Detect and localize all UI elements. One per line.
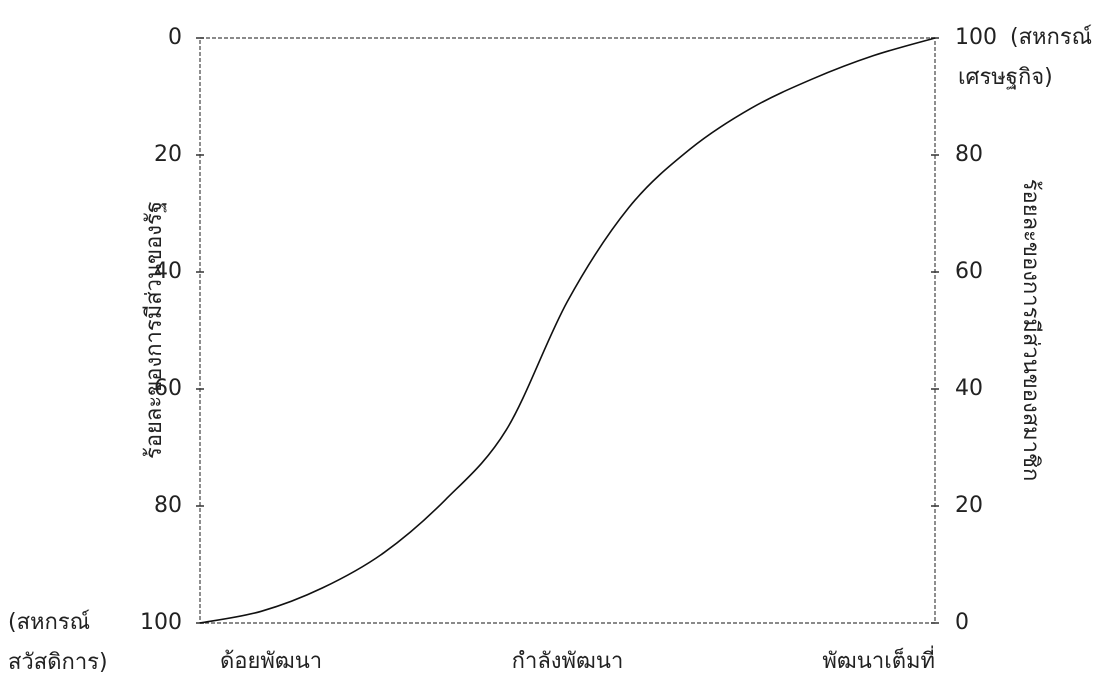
right-note: เศรษฐกิจ): [958, 65, 1053, 90]
y2-tick-label: 20: [955, 493, 983, 518]
curve: [199, 37, 936, 624]
y-tick-label: 40: [154, 259, 182, 284]
y-tick-label: 100: [140, 610, 182, 635]
y2-tick-label: 80: [955, 142, 983, 167]
y-axis-label: ร้อยละของการมีส่วนของรัฐ: [142, 201, 167, 459]
y-tick-label: 20: [154, 142, 182, 167]
y2-tick-label: 60: [955, 259, 983, 284]
left-note: (สหกรณ์: [8, 610, 90, 635]
y-tick-label: 0: [168, 25, 182, 50]
left-note: สวัสดิการ): [8, 650, 108, 675]
right-note: (สหกรณ์: [1010, 25, 1092, 50]
plot-frame: [199, 37, 936, 624]
y2-tick-label: 0: [955, 610, 969, 635]
y2-tick-label: 40: [955, 376, 983, 401]
y-tick-label: 60: [154, 376, 182, 401]
x-tick-label: ด้อยพัฒนา: [220, 649, 322, 674]
x-tick-label: กำลังพัฒนา: [512, 649, 624, 674]
y2-axis-label: ร้อยละของการมีส่วนของสมาชิก: [1018, 179, 1043, 482]
y2-tick-label: 100: [955, 25, 997, 50]
y-tick-label: 80: [154, 493, 182, 518]
x-tick-label: พัฒนาเต็มที่: [822, 645, 935, 674]
